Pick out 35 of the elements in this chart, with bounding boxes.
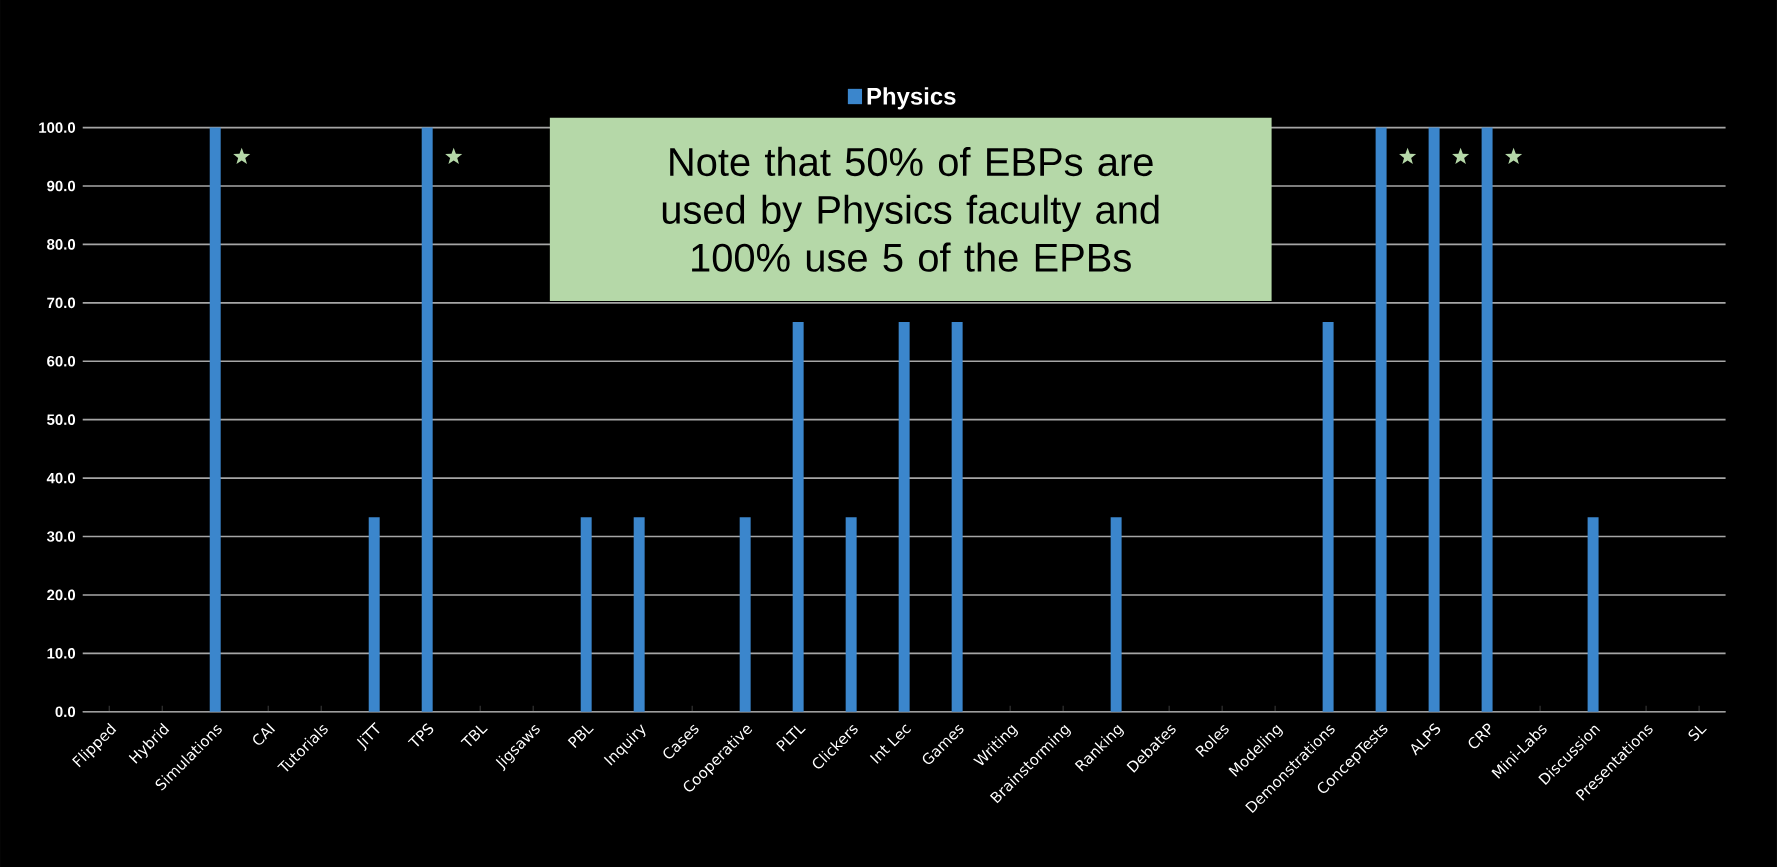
bar	[1481, 127, 1493, 712]
bar	[1375, 127, 1387, 712]
bar	[1110, 517, 1122, 712]
y-tick-label: 0.0	[55, 706, 76, 717]
y-tick-label: 60.0	[47, 355, 76, 367]
y-tick-label: 40.0	[46, 472, 76, 484]
x-tick-label: Int Lec	[869, 724, 911, 764]
bar	[739, 517, 751, 712]
legend-label: Physics	[867, 87, 956, 110]
y-tick-label: 70.0	[47, 297, 76, 309]
x-tick-label: TBL	[460, 725, 488, 747]
y-tick-label: 100.0	[39, 122, 76, 133]
bar	[633, 517, 645, 712]
y-tick-label: 50.0	[47, 414, 76, 425]
y-tick-label: 80.0	[47, 238, 76, 250]
bar	[1428, 127, 1440, 712]
y-tick-label: 30.0	[46, 531, 76, 542]
x-tick-label: PBL	[567, 725, 594, 748]
bar	[845, 517, 857, 712]
x-tick-label: SL	[1688, 725, 1707, 741]
bar	[368, 517, 380, 712]
annotation: Note that 50% of EBPs are used by Physics faculty and 100% use 5 of the EPBs	[662, 146, 1159, 272]
bar	[580, 517, 592, 712]
y-tick-label: 20.0	[47, 589, 76, 601]
y-tick-label: 90.0	[47, 180, 76, 192]
bar	[898, 321, 910, 712]
x-tick-label: CAI	[253, 722, 275, 745]
bar	[421, 127, 433, 712]
bar	[209, 127, 221, 712]
x-tick-label: TPS	[407, 723, 434, 747]
bar	[951, 321, 963, 712]
bar	[792, 321, 804, 712]
y-tick-label: 10.0	[47, 647, 76, 659]
bar	[1587, 517, 1599, 712]
bar	[1322, 321, 1334, 712]
